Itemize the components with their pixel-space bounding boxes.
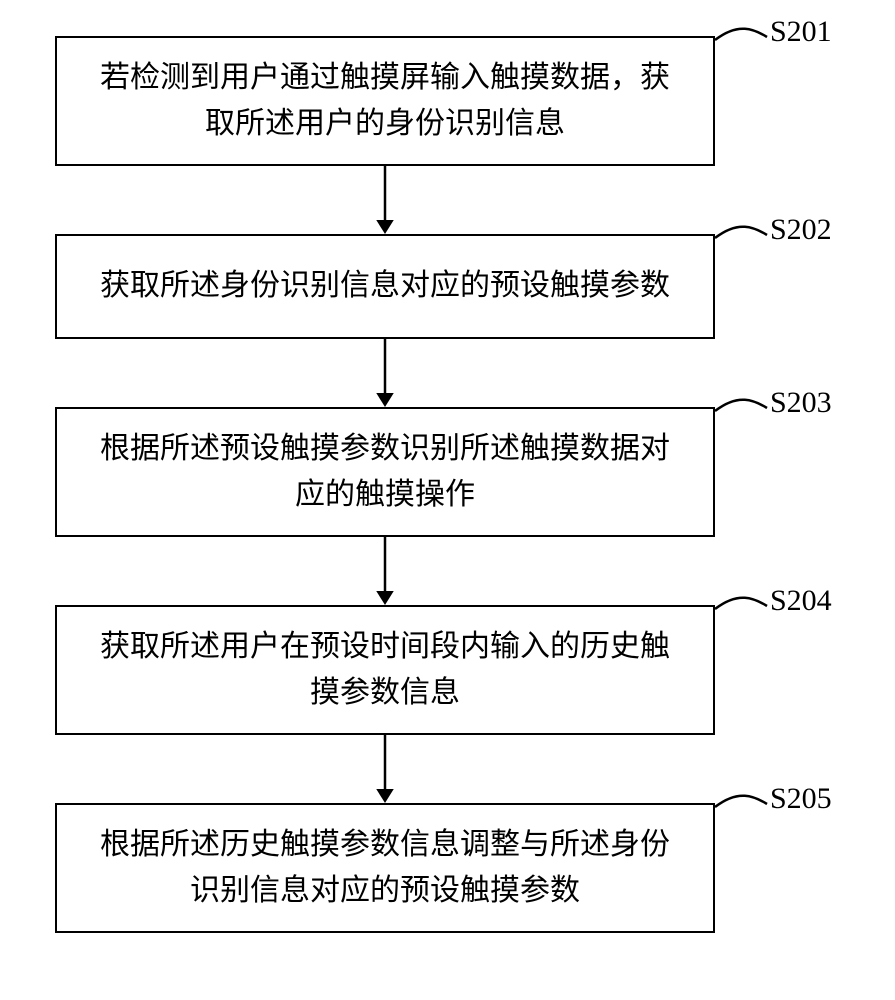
step-label-s201: S201 — [770, 15, 832, 49]
step-box-s203: 根据所述预设触摸参数识别所述触摸数据对 应的触摸操作 — [55, 407, 715, 537]
arrow-down-icon — [365, 339, 405, 407]
step-text: 根据所述预设触摸参数识别所述触摸数据对 应的触摸操作 — [100, 426, 670, 519]
step-text: 获取所述身份识别信息对应的预设触摸参数 — [100, 263, 670, 310]
step-box-s204: 获取所述用户在预设时间段内输入的历史触 摸参数信息 — [55, 605, 715, 735]
step-label-s205: S205 — [770, 782, 832, 816]
step-box-s205: 根据所述历史触摸参数信息调整与所述身份 识别信息对应的预设触摸参数 — [55, 803, 715, 933]
step-label-s204: S204 — [770, 584, 832, 618]
step-text: 若检测到用户通过触摸屏输入触摸数据，获 取所述用户的身份识别信息 — [100, 55, 670, 148]
step-box-s202: 获取所述身份识别信息对应的预设触摸参数 — [55, 234, 715, 339]
arrow-down-icon — [365, 537, 405, 605]
arrow-down-icon — [365, 735, 405, 803]
step-text: 根据所述历史触摸参数信息调整与所述身份 识别信息对应的预设触摸参数 — [100, 822, 670, 915]
step-label-s203: S203 — [770, 386, 832, 420]
flowchart-canvas: 若检测到用户通过触摸屏输入触摸数据，获 取所述用户的身份识别信息 S201 获取所述… — [0, 0, 895, 1000]
arrow-down-icon — [365, 166, 405, 234]
step-box-s201: 若检测到用户通过触摸屏输入触摸数据，获 取所述用户的身份识别信息 — [55, 36, 715, 166]
step-label-s202: S202 — [770, 213, 832, 247]
step-text: 获取所述用户在预设时间段内输入的历史触 摸参数信息 — [100, 624, 670, 717]
